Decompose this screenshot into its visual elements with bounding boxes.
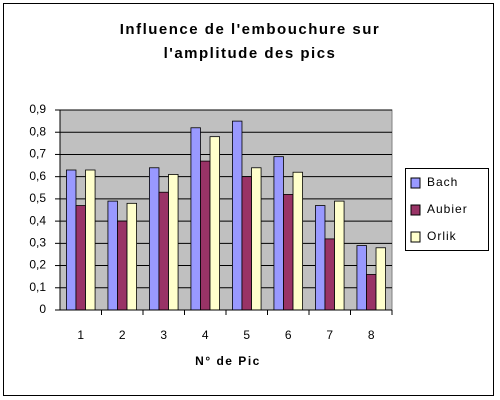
- legend-label: Bach: [427, 175, 458, 189]
- legend-swatch: [410, 231, 421, 243]
- y-tick-label: 0,4: [29, 213, 46, 227]
- bar: [209, 136, 220, 311]
- bar: [149, 167, 160, 311]
- bar: [334, 200, 345, 311]
- bar: [292, 171, 303, 311]
- legend-label: Aubier: [427, 202, 468, 216]
- x-tick-label: 3: [160, 328, 167, 342]
- bar: [158, 191, 169, 311]
- legend-swatch: [410, 177, 421, 189]
- x-tick-label: 2: [119, 328, 126, 342]
- bar: [75, 205, 86, 311]
- y-tick-label: 0,9: [29, 102, 46, 116]
- y-tick-label: 0,1: [29, 280, 46, 294]
- bar: [251, 167, 262, 311]
- x-axis-label: N° de Pic: [195, 354, 261, 368]
- x-tick-label: 1: [77, 328, 84, 342]
- bar: [107, 200, 118, 311]
- bar: [168, 174, 179, 311]
- bar: [356, 245, 367, 311]
- x-tick-label: 6: [285, 328, 292, 342]
- x-tick-label: 5: [243, 328, 250, 342]
- bar: [366, 274, 377, 311]
- legend-label: Orlik: [427, 229, 457, 243]
- legend-swatch: [410, 204, 421, 216]
- x-tick-label: 4: [202, 328, 209, 342]
- bar: [375, 247, 386, 311]
- y-tick-label: 0,7: [29, 147, 46, 161]
- bar: [241, 176, 252, 311]
- bar: [66, 169, 77, 311]
- x-tick-label: 7: [326, 328, 333, 342]
- bar: [117, 220, 128, 311]
- bar: [315, 205, 326, 311]
- bar: [232, 120, 243, 311]
- bar: [126, 202, 137, 311]
- bar: [273, 156, 284, 311]
- bar: [200, 160, 211, 311]
- y-tick-label: 0: [39, 302, 46, 316]
- x-tick-label: 8: [368, 328, 375, 342]
- y-tick-label: 0,8: [29, 124, 46, 138]
- bar: [283, 194, 294, 311]
- y-tick-label: 0,3: [29, 236, 46, 250]
- y-tick-label: 0,2: [29, 258, 46, 272]
- bar: [85, 169, 96, 311]
- chart-title: Influence de l'embouchure sur: [120, 21, 380, 38]
- y-tick-label: 0,5: [29, 191, 46, 205]
- chart-title: l'amplitude des pics: [164, 45, 337, 62]
- bar: [324, 238, 335, 311]
- bar: [190, 127, 201, 311]
- y-tick-label: 0,6: [29, 169, 46, 183]
